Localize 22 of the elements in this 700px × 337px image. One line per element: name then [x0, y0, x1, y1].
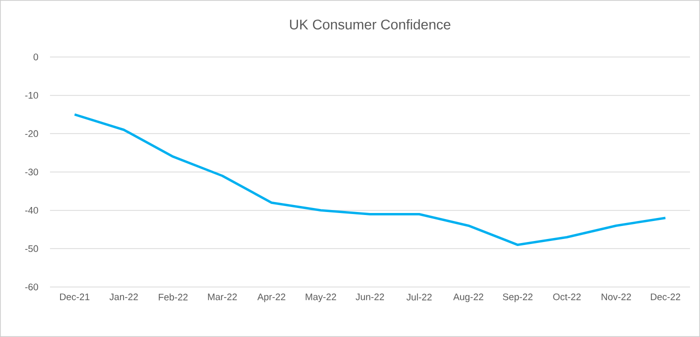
x-tick-label: Sep-22	[502, 294, 532, 302]
x-tick-label: Jul-22	[406, 294, 432, 300]
y-tick-label: -10	[25, 92, 38, 99]
x-tick-label: Dec-21	[60, 294, 90, 300]
x-tick-label: Nov-22	[602, 294, 631, 300]
x-tick-label: Dec-22	[650, 294, 680, 300]
y-tick-label: -40	[25, 206, 38, 214]
x-tick-label: Apr-22	[257, 294, 286, 302]
y-tick-label: -20	[25, 130, 38, 138]
x-tick-label: Aug-22	[453, 294, 484, 302]
line-series	[73, 113, 667, 246]
x-tick-label: Feb-22	[158, 294, 188, 300]
y-tick-label: -30	[25, 168, 38, 176]
x-tick-label: May-22	[306, 294, 336, 302]
x-tick-label: Oct-22	[553, 294, 581, 300]
x-tick-label: Jun-22	[356, 294, 384, 300]
y-tick-label: 0	[34, 54, 38, 60]
chart-title: UK Consumer Confidence	[290, 19, 450, 30]
x-tick-label: Jan-22	[110, 294, 138, 300]
y-tick-label: -60	[25, 284, 38, 290]
y-tick-label: -50	[25, 245, 38, 252]
x-tick-label: Mar-22	[208, 294, 237, 300]
